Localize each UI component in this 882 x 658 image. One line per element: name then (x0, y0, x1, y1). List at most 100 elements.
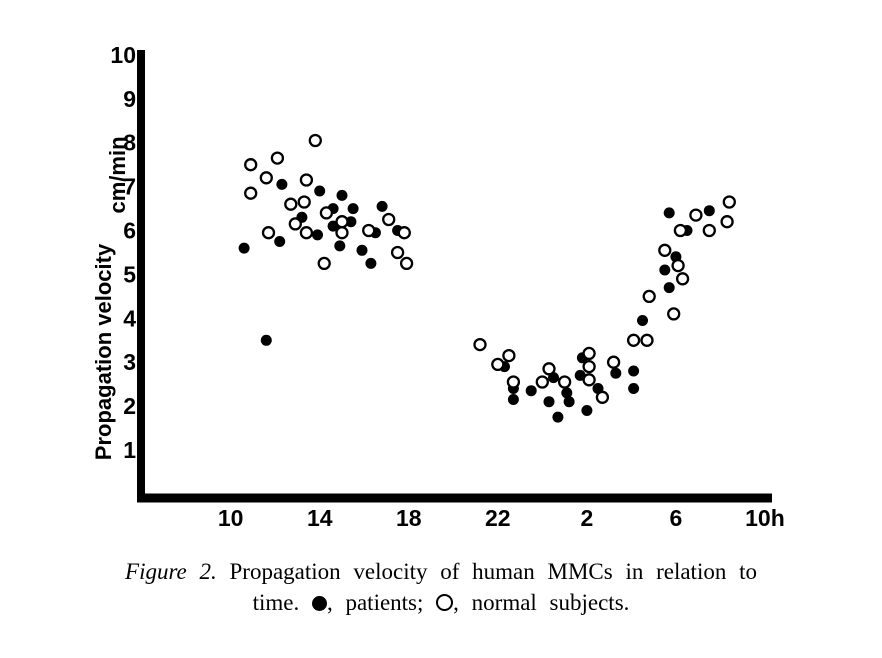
data-point-normal-subjects (261, 226, 276, 240)
y-tick-label: 6 (123, 218, 136, 244)
y-tick-label: 3 (123, 349, 136, 375)
patients-filled-circle-icon (311, 596, 327, 611)
data-point-normal-subjects (335, 215, 349, 229)
x-tick-label: 2 (580, 505, 593, 531)
series-patients (238, 178, 715, 423)
data-point-patients (347, 203, 359, 215)
data-point-normal-subjects (335, 226, 349, 240)
data-point-normal-subjects (582, 359, 596, 374)
y-tick-label: 2 (123, 393, 136, 419)
data-point-normal-subjects (244, 186, 258, 200)
data-point-normal-subjects (259, 171, 273, 185)
data-point-patients (507, 394, 519, 405)
y-axis-label: Propagation velocity (91, 243, 116, 460)
data-point-normal-subjects (308, 133, 322, 148)
x-tick-label: 18 (396, 505, 422, 531)
x-tick-labels: 10 14 18 22 2 6 10h (218, 505, 785, 531)
normal-subjects-open-circle-icon (436, 594, 454, 611)
x-tick-label: 10h (745, 505, 785, 531)
y-tick-label: 4 (123, 305, 136, 331)
y-tick-label: 5 (123, 261, 136, 287)
data-point-normal-subjects (362, 223, 376, 238)
data-point-normal-subjects (317, 256, 331, 271)
data-point-normal-subjects (399, 256, 414, 271)
data-point-normal-subjects (595, 390, 610, 404)
data-point-patients (376, 200, 388, 212)
data-point-normal-subjects (689, 208, 703, 222)
data-point-normal-subjects (299, 226, 314, 240)
data-point-normal-subjects (626, 333, 641, 347)
y-tick-label: 1 (123, 437, 136, 463)
data-point-normal-subjects (542, 362, 556, 376)
data-point-patients (552, 411, 564, 423)
data-point-normal-subjects (319, 206, 334, 220)
data-point-normal-subjects (675, 272, 690, 286)
data-point-patients (563, 396, 575, 408)
legend-normal-subjects-label: , normal subjects. (453, 590, 630, 615)
data-point-normal-subjects (606, 355, 621, 369)
y-tick-label: 10 (110, 42, 136, 68)
data-point-patients (276, 178, 288, 190)
data-point-normal-subjects (671, 258, 685, 273)
figure-caption: Figure 2. Propagation velocity of human … (0, 556, 882, 618)
data-point-normal-subjects (397, 226, 411, 240)
x-tick-label: 22 (485, 505, 511, 531)
data-point-normal-subjects (658, 243, 672, 257)
data-point-patients (334, 240, 346, 252)
data-point-normal-subjects (582, 346, 596, 361)
figure-caption-label: Figure 2. (125, 559, 217, 584)
figure-caption-line2-prefix: time. (252, 590, 300, 615)
data-point-normal-subjects (297, 195, 311, 209)
data-point-normal-subjects (582, 373, 596, 387)
data-point-normal-subjects (720, 215, 734, 229)
data-point-normal-subjects (491, 357, 505, 372)
data-point-patients (561, 387, 573, 399)
x-tick-label: 14 (307, 505, 333, 531)
figure-caption-line1: Propagation velocity of human MMCs in re… (229, 559, 757, 584)
data-point-normal-subjects (535, 375, 549, 389)
x-tick-label: 6 (670, 505, 683, 531)
data-point-patients (663, 207, 675, 219)
data-point-patients (314, 185, 326, 197)
data-point-patients (312, 229, 323, 241)
data-point-patients (581, 405, 593, 416)
data-point-normal-subjects (473, 337, 487, 352)
data-point-patients (336, 189, 348, 201)
x-tick-label: 10 (218, 505, 244, 531)
data-point-normal-subjects (722, 195, 736, 209)
data-point-normal-subjects (557, 375, 572, 389)
chart-svg: cm/min Propagation velocity 10987654321 … (91, 42, 785, 531)
data-point-patients (274, 236, 286, 247)
data-point-normal-subjects (390, 245, 405, 260)
y-tick-labels: 10 9 8 7 6 5 4 3 2 1 (110, 42, 136, 463)
data-point-patients (703, 205, 715, 217)
data-point-normal-subjects (506, 375, 521, 389)
data-point-patients (628, 383, 640, 394)
data-point-normal-subjects (502, 348, 516, 363)
y-axis-unit-label: cm/min (105, 136, 130, 213)
y-tick-label: 9 (123, 86, 136, 112)
data-point-normal-subjects (270, 151, 285, 165)
data-point-normal-subjects (299, 173, 314, 187)
data-point-normal-subjects (244, 158, 258, 172)
data-point-patients (663, 282, 675, 294)
data-point-normal-subjects (288, 217, 302, 231)
data-point-patients (345, 216, 357, 228)
data-point-patients (260, 334, 272, 346)
data-point-normal-subjects (673, 223, 688, 238)
data-point-normal-subjects (702, 223, 716, 238)
data-point-patients (238, 242, 250, 254)
data-point-patients (356, 244, 368, 256)
data-point-normal-subjects (284, 197, 298, 211)
legend-patients-label: , patients; (326, 590, 424, 615)
y-tick-label: 8 (123, 130, 136, 156)
data-point-patients (365, 257, 377, 269)
data-point-patients (610, 367, 622, 379)
data-point-normal-subjects (640, 333, 654, 347)
data-point-patients (637, 315, 648, 326)
data-point-patients (659, 264, 671, 276)
data-point-patients (628, 365, 640, 377)
data-point-patients (543, 396, 555, 408)
data-point-normal-subjects (382, 212, 396, 227)
